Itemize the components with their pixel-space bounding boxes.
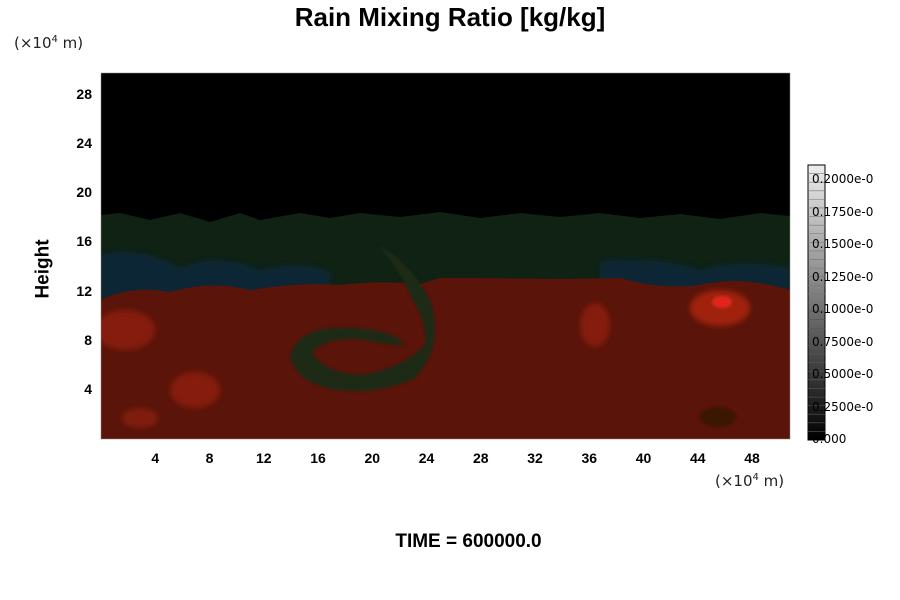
y-tick-label: 24 (76, 135, 92, 152)
dry-swirl (290, 245, 435, 392)
rain-blob-low (122, 408, 158, 428)
x-tick-label: 36 (581, 450, 598, 466)
rain-blob-mid (580, 303, 610, 347)
dry-spot (700, 407, 736, 427)
colorbar-label: 0.2500e-0 (812, 399, 874, 414)
x-tick-label: 12 (255, 450, 272, 466)
colorbar-label: 0.2000e-0 (812, 172, 874, 186)
y-axis-unit: (×104 m) (14, 34, 84, 52)
rain-layer (101, 278, 790, 439)
x-tick-label: 4 (151, 450, 160, 466)
x-tick-label: 48 (744, 450, 760, 466)
colorbar-label: 0.1000e-0 (812, 302, 874, 316)
x-axis-unit: (×104 m) (715, 472, 785, 490)
y-tick-label: 28 (76, 86, 92, 103)
y-tick-label: 16 (76, 233, 92, 250)
x-tick-label: 40 (635, 450, 652, 466)
colorbar-label: 0.1500e-0 (812, 237, 874, 251)
colorbar-label: 0.1250e-0 (812, 269, 874, 284)
rain-blob-sw (170, 372, 220, 408)
y-tick-label: 8 (84, 331, 92, 348)
chart-title: Rain Mixing Ratio [kg/kg] (294, 2, 606, 32)
rain-peak (712, 296, 732, 308)
rain-max-east (690, 290, 750, 326)
x-tick-label: 8 (205, 450, 214, 466)
heatmap-field (101, 73, 790, 439)
x-tick-label: 16 (310, 450, 326, 466)
colorbar-label: 0.7500e-0 (812, 334, 874, 349)
x-tick-label: 20 (364, 450, 381, 466)
y-tick-label: 12 (76, 282, 92, 299)
colorbar-label: 0.1750e-0 (812, 204, 874, 219)
y-tick-label: 4 (84, 380, 92, 397)
colorbar-levels (808, 173, 825, 432)
x-tick-label: 44 (689, 450, 706, 466)
time-footer: TIME = 600000.0 (395, 531, 542, 552)
colorbar-label: 0.5000e-0 (812, 367, 874, 381)
plot-frame (100, 72, 791, 440)
x-tick-label: 24 (418, 450, 435, 466)
y-tick-label: 20 (76, 184, 92, 201)
rain-blob-west (101, 310, 155, 350)
x-tick-label: 28 (472, 450, 489, 466)
colorbar-label: 0.000 (812, 432, 847, 446)
x-tick-label: 32 (527, 450, 543, 466)
